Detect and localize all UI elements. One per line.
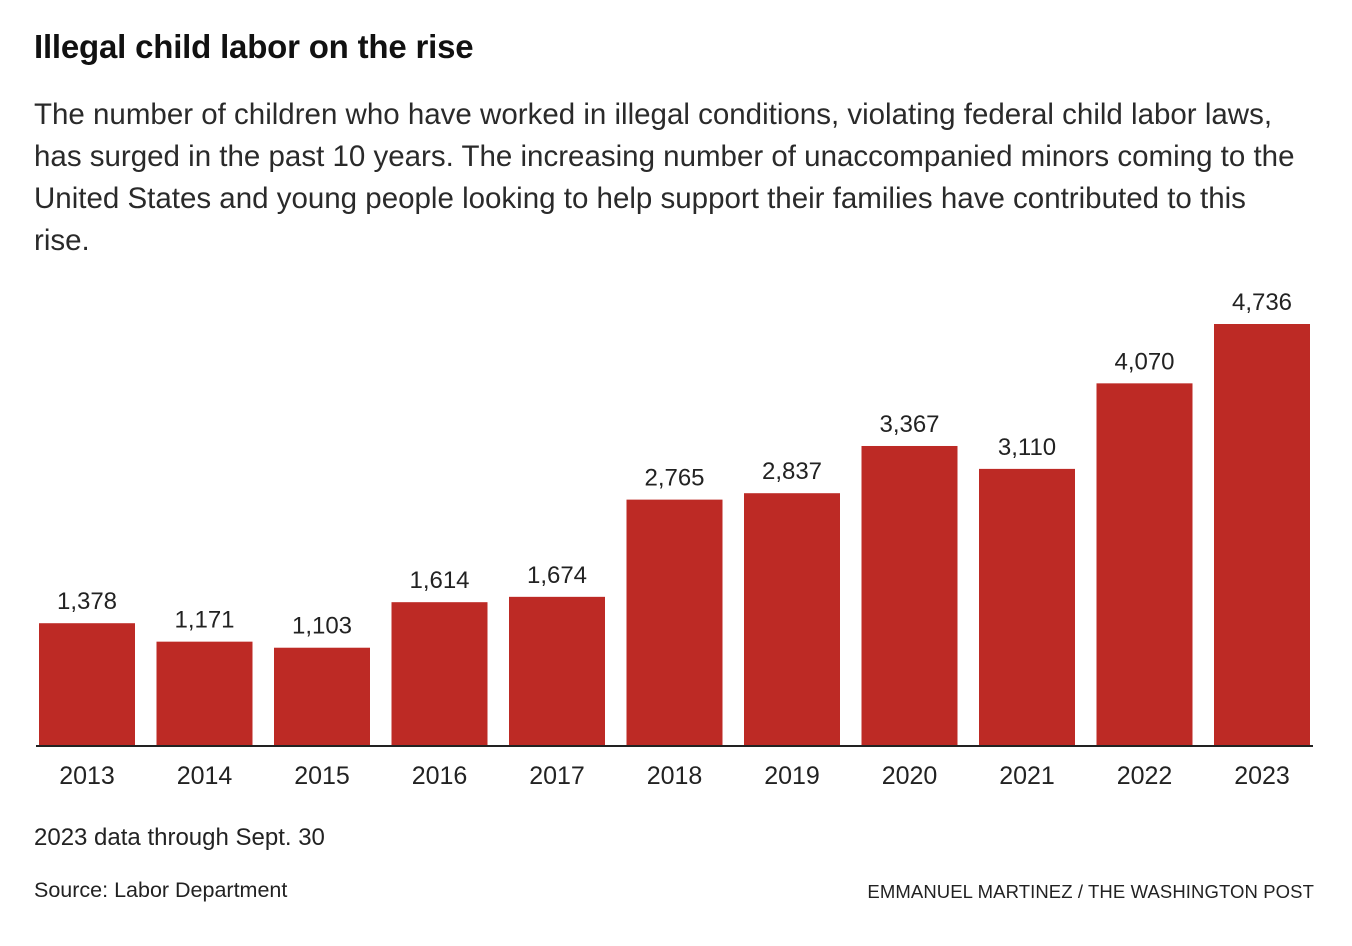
x-tick-label-2016: 2016 bbox=[412, 762, 468, 790]
bar-2014 bbox=[156, 641, 253, 746]
value-label-2015: 1,103 bbox=[292, 613, 352, 640]
value-label-2018: 2,765 bbox=[644, 465, 704, 492]
chart-title: Illegal child labor on the rise bbox=[34, 28, 474, 65]
x-tick-label-2020: 2020 bbox=[882, 762, 938, 790]
chart-subtitle: The number of children who have worked i… bbox=[34, 98, 1295, 257]
bar-2015 bbox=[274, 647, 370, 746]
x-tick-label-2015: 2015 bbox=[294, 762, 350, 790]
x-tick-label-2018: 2018 bbox=[647, 762, 703, 790]
x-tick-label-2021: 2021 bbox=[999, 762, 1055, 790]
x-tick-label-2022: 2022 bbox=[1117, 762, 1173, 790]
value-label-2019: 2,837 bbox=[762, 458, 822, 485]
x-tick-label-2014: 2014 bbox=[177, 762, 233, 790]
x-tick-label-2013: 2013 bbox=[59, 762, 115, 790]
bar-2018 bbox=[626, 499, 723, 746]
value-label-2017: 1,674 bbox=[527, 562, 587, 589]
x-tick-label-2017: 2017 bbox=[529, 762, 585, 790]
value-label-2022: 4,070 bbox=[1114, 348, 1174, 375]
bar-2020 bbox=[861, 445, 958, 746]
bar-2016 bbox=[391, 602, 488, 746]
x-tick-label-2019: 2019 bbox=[764, 762, 820, 790]
bar-2017 bbox=[509, 596, 605, 746]
byline-credit: EMMANUEL MARTINEZ / THE WASHINGTON POST bbox=[867, 881, 1314, 902]
footnote: 2023 data through Sept. 30 bbox=[34, 824, 325, 851]
bar-2013 bbox=[39, 623, 135, 746]
value-label-2016: 1,614 bbox=[409, 567, 469, 594]
value-label-2013: 1,378 bbox=[57, 588, 117, 615]
value-label-2020: 3,367 bbox=[879, 411, 939, 438]
value-label-2023: 4,736 bbox=[1232, 289, 1292, 316]
bar-2019 bbox=[744, 493, 840, 746]
value-label-2014: 1,171 bbox=[174, 607, 234, 634]
x-tick-label-2023: 2023 bbox=[1234, 762, 1290, 790]
value-label-2021: 3,110 bbox=[998, 434, 1056, 461]
bar-2022 bbox=[1096, 383, 1193, 746]
bar-2023 bbox=[1214, 324, 1310, 746]
bar-2021 bbox=[979, 468, 1075, 746]
source-note: Source: Labor Department bbox=[34, 878, 288, 902]
